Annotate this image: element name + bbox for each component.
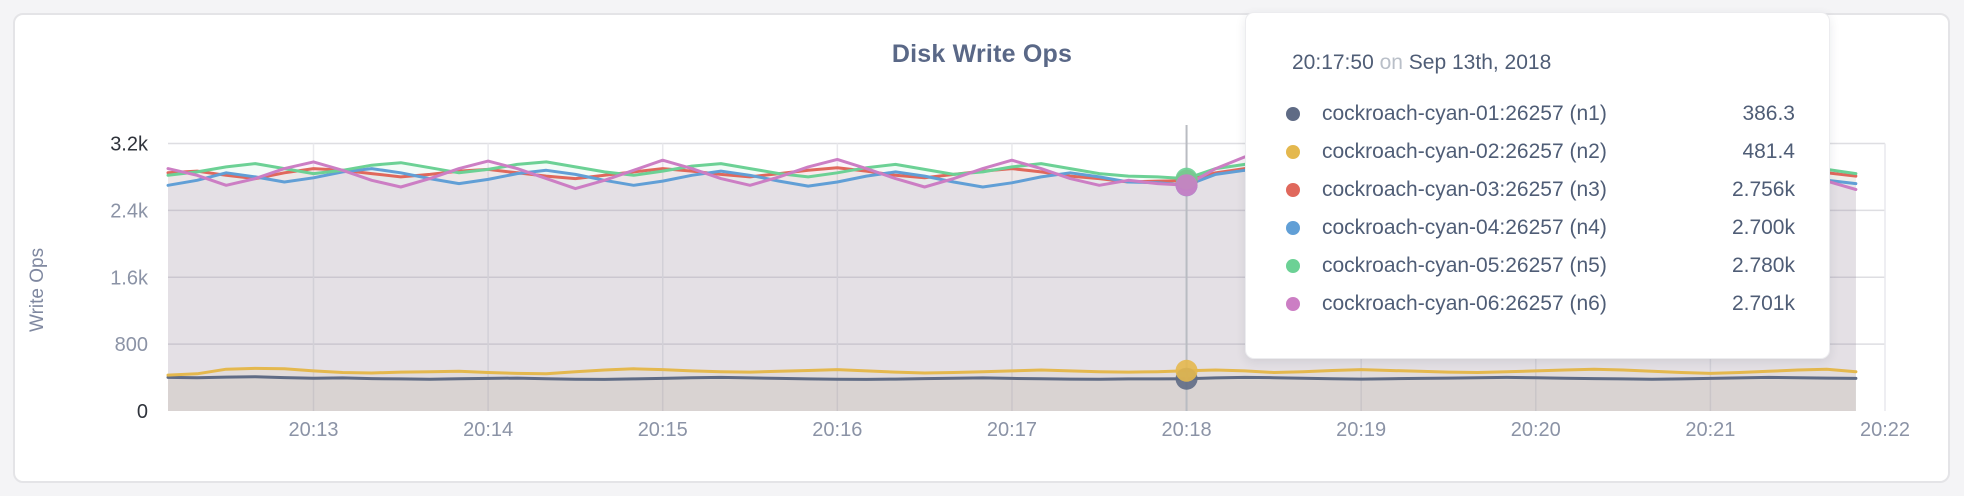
series-value: 2.780k bbox=[1731, 254, 1795, 277]
series-line bbox=[166, 366, 1858, 377]
tooltip-series-row: cockroach-cyan-06:26257 (n6) 2.701k bbox=[1280, 285, 1799, 323]
x-tick-label: 20:20 bbox=[1511, 419, 1561, 441]
tooltip-series-row: cockroach-cyan-01:26257 (n1) 386.3 bbox=[1280, 95, 1799, 133]
x-tick-label: 20:18 bbox=[1162, 419, 1212, 441]
y-tick-label: 1.6k bbox=[110, 267, 149, 289]
tooltip-date: Sep 13th, 2018 bbox=[1408, 51, 1552, 74]
y-tick-label: 800 bbox=[115, 334, 148, 356]
y-tick-label: 0 bbox=[137, 401, 148, 423]
x-tick-label: 20:13 bbox=[288, 419, 338, 441]
series-value: 481.4 bbox=[1742, 140, 1795, 163]
x-tick-label: 20:19 bbox=[1336, 419, 1386, 441]
series-name: cockroach-cyan-02:26257 (n2) bbox=[1322, 140, 1607, 163]
series-name: cockroach-cyan-04:26257 (n4) bbox=[1322, 216, 1607, 239]
series-value: 2.700k bbox=[1731, 216, 1795, 239]
series-color-dot-icon bbox=[1286, 183, 1300, 197]
y-tick-label: 3.2k bbox=[110, 134, 149, 156]
tooltip-timestamp: 20:17:50 on Sep 13th, 2018 bbox=[1292, 51, 1799, 75]
series-color-dot-icon bbox=[1286, 259, 1300, 273]
chart-tooltip: 20:17:50 on Sep 13th, 2018 cockroach-cya… bbox=[1245, 12, 1830, 359]
series-name: cockroach-cyan-01:26257 (n1) bbox=[1322, 102, 1607, 125]
x-tick-label: 20:22 bbox=[1860, 419, 1910, 441]
series-area bbox=[168, 376, 1856, 411]
x-tick-label: 20:21 bbox=[1685, 419, 1735, 441]
series-name: cockroach-cyan-03:26257 (n3) bbox=[1322, 178, 1607, 201]
tooltip-series-row: cockroach-cyan-03:26257 (n3) 2.756k bbox=[1280, 171, 1799, 209]
series-color-dot-icon bbox=[1286, 297, 1300, 311]
tooltip-series-row: cockroach-cyan-04:26257 (n4) 2.700k bbox=[1280, 209, 1799, 247]
x-tick-label: 20:16 bbox=[812, 419, 862, 441]
chart-title: Disk Write Ops bbox=[891, 40, 1073, 68]
hover-point[interactable] bbox=[1175, 174, 1198, 197]
y-tick-label: 2.4k bbox=[110, 200, 149, 222]
series-color-dot-icon bbox=[1286, 107, 1300, 121]
tooltip-series-row: cockroach-cyan-02:26257 (n2) 481.4 bbox=[1280, 133, 1799, 171]
series-value: 2.756k bbox=[1731, 178, 1795, 201]
series-value: 2.701k bbox=[1731, 292, 1795, 315]
x-tick-label: 20:15 bbox=[638, 419, 688, 441]
x-tick-label: 20:17 bbox=[987, 419, 1037, 441]
series-value: 386.3 bbox=[1742, 102, 1795, 125]
series-color-dot-icon bbox=[1286, 221, 1300, 235]
series-color-dot-icon bbox=[1286, 145, 1300, 159]
hover-point[interactable] bbox=[1175, 359, 1198, 382]
tooltip-series-row: cockroach-cyan-05:26257 (n5) 2.780k bbox=[1280, 247, 1799, 285]
x-tick-label: 20:14 bbox=[463, 419, 513, 441]
series-name: cockroach-cyan-06:26257 (n6) bbox=[1322, 292, 1607, 315]
series-line bbox=[166, 375, 1858, 381]
series-name: cockroach-cyan-05:26257 (n5) bbox=[1322, 254, 1607, 277]
tooltip-time: 20:17:50 bbox=[1292, 51, 1374, 74]
tooltip-rows: cockroach-cyan-01:26257 (n1) 386.3 cockr… bbox=[1280, 95, 1799, 323]
tooltip-conjunction: on bbox=[1379, 51, 1403, 74]
